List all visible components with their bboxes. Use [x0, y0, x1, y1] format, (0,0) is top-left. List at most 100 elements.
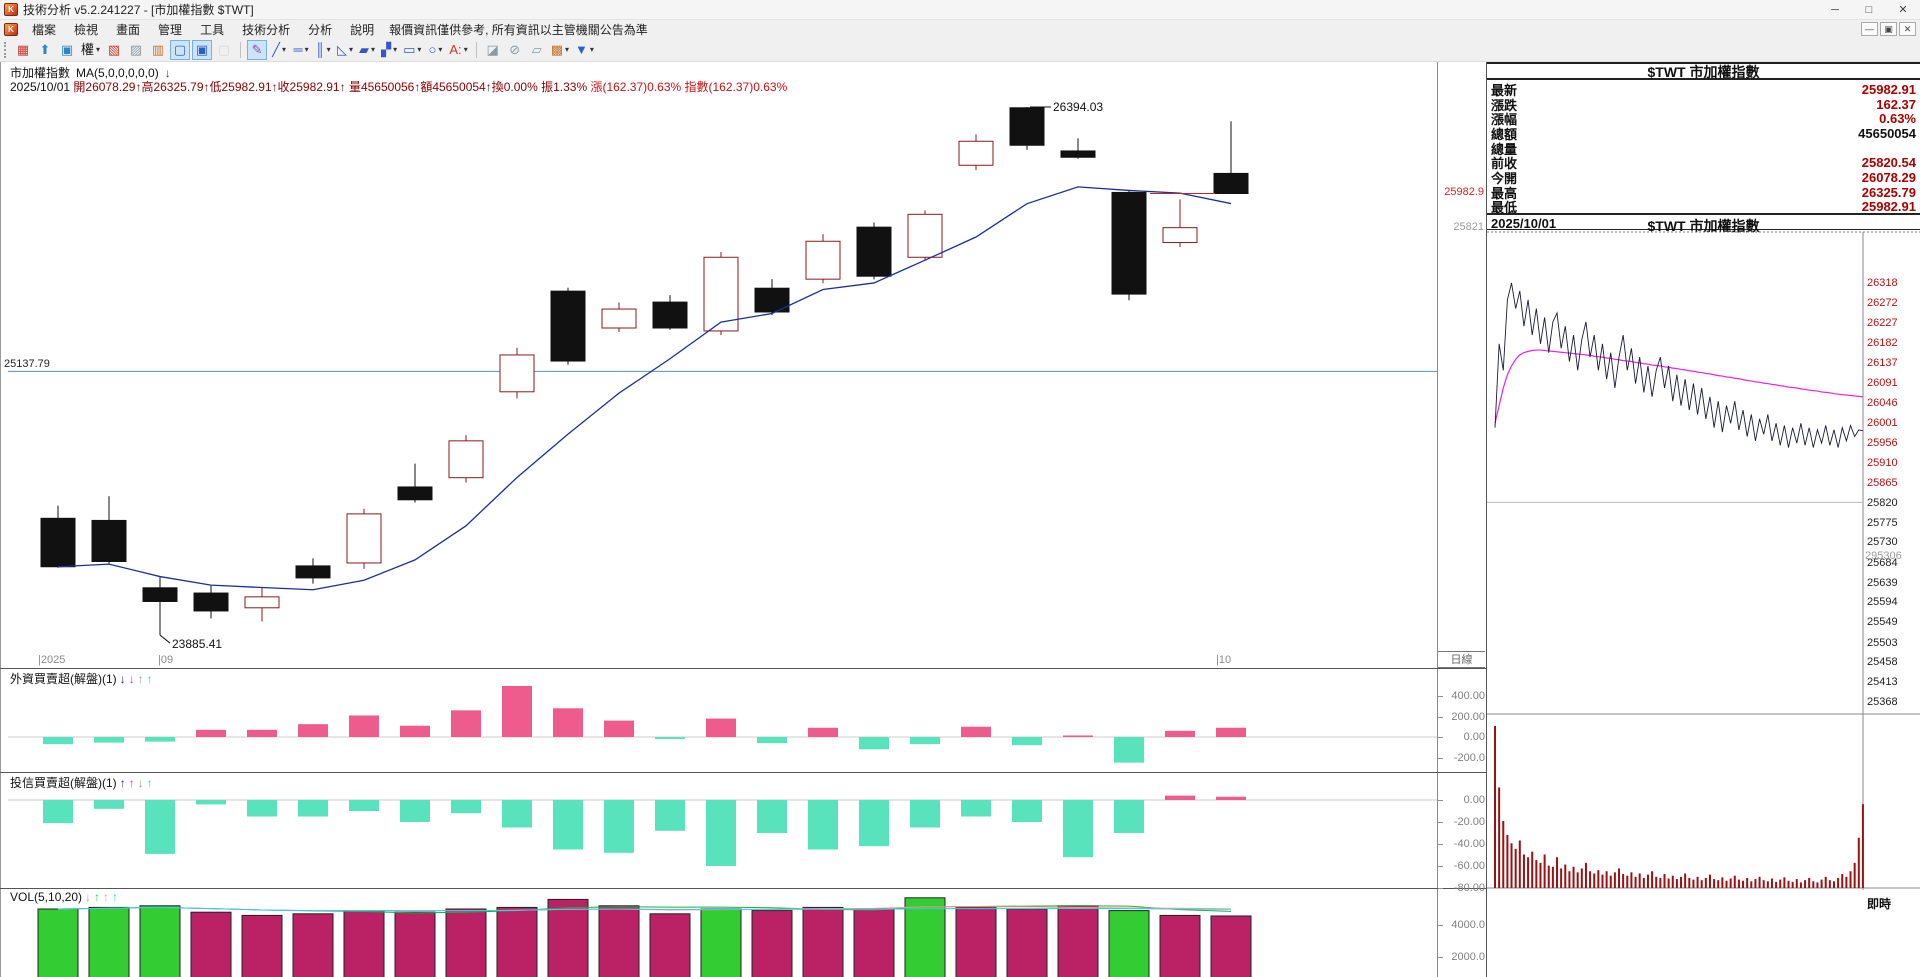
quote-row-7: 最高 26325.79 [1487, 184, 1920, 201]
parallel-lines-tool[interactable]: ▞ ▾ [379, 40, 399, 60]
ellipse-tool[interactable]: ○ ▾ [425, 40, 445, 60]
mini-chart-window-icon[interactable]: ▥ [148, 40, 168, 60]
clear-drawings-tool[interactable]: ⊘ [505, 40, 525, 60]
intraday-volume-bar [1522, 854, 1525, 888]
menu-item-0[interactable]: 檔案 [32, 22, 57, 37]
candle-body [703, 256, 739, 332]
panel-ytick-mark [1438, 696, 1443, 697]
foreign-buysell-chart[interactable] [8, 686, 1437, 770]
panel-ytick-mark [1438, 822, 1443, 823]
volume-chart[interactable] [8, 890, 1437, 977]
draw-pointer-tool-glyph: ✎ [251, 42, 263, 57]
text-tool[interactable]: A: ▾ [447, 40, 469, 60]
snapshot-tool[interactable]: ▱ [527, 40, 547, 60]
maximize-button[interactable]: □ [1865, 3, 1873, 16]
rights-menu-glyph: 權 [81, 42, 95, 57]
eraser-tool[interactable]: ◪ [483, 40, 503, 60]
intraday-volume-bar [1804, 880, 1807, 888]
trust-buysell-chart[interactable] [8, 790, 1437, 888]
menu-item-5[interactable]: 技術分析 [242, 22, 291, 37]
intraday-price-label: 26046 [1867, 396, 1898, 409]
ohlc-info-line: 2025/10/01 開26078.29↑高26325.79↑低25982.91… [10, 78, 787, 95]
vol-ytick-label: 4000.0 [1451, 919, 1485, 931]
close-button[interactable]: ✕ [1898, 4, 1908, 16]
pointer-up-icon[interactable]: ⬆ [35, 40, 55, 60]
intraday-volume-bar [1618, 868, 1621, 888]
trendline-tool[interactable]: ╱ ▾ [269, 40, 289, 60]
intraday-price-label: 25503 [1867, 636, 1898, 649]
intraday-volume-bar [1626, 875, 1629, 888]
signal-arrow-icon-0: ↓ [119, 672, 126, 686]
menu-item-1[interactable]: 檢視 [74, 22, 99, 37]
menu-item-6[interactable]: 分析 [308, 22, 333, 37]
quote-value: 25982.91 [1861, 81, 1916, 97]
save-tool[interactable]: ▼ ▾ [573, 40, 596, 60]
quote-value: 26325.79 [1861, 184, 1916, 200]
channel-tool-glyph: ▰ [359, 42, 370, 57]
toolbar-separator-1 [240, 41, 242, 58]
intraday-volume-bar [1713, 879, 1716, 888]
intraday-header: 2025/10/01 $TWT 市加權指數 [1487, 213, 1920, 234]
chart-layout-icon[interactable]: ▦ [13, 40, 33, 60]
quote-rows: 最新 25982.91 漲跌 162.37 漲幅 0.63% 總額 45650054 總量 前收 2… [1487, 81, 1920, 216]
intraday-volume-bar [1820, 879, 1823, 888]
intraday-volume-bar [1729, 878, 1732, 888]
draw-pointer-tool[interactable]: ✎ [247, 39, 268, 60]
intraday-volume-scale: 295306 [1865, 550, 1902, 562]
intraday-volume-bar [1556, 857, 1559, 888]
value-bar [859, 737, 889, 750]
fan-lines-tool[interactable]: ◺ ▾ [335, 40, 355, 60]
intraday-volume-bar [1770, 878, 1773, 888]
realtime-label: 即時 [1867, 897, 1892, 911]
mdi-close-button[interactable]: ✕ [1899, 22, 1916, 36]
intraday-volume-bar [1849, 871, 1852, 888]
dropdown-caret-icon: ▾ [417, 45, 422, 54]
chart-window-toggle-2[interactable]: ▣ [192, 39, 213, 60]
intraday-volume-bar [1828, 880, 1831, 888]
intraday-price-label: 25820 [1867, 496, 1898, 509]
text-tool-glyph: A: [449, 42, 462, 57]
intraday-volume-bar [1535, 860, 1538, 888]
mdi-restore-button[interactable]: ▣ [1880, 22, 1897, 36]
mdi-minimize-button[interactable]: — [1861, 22, 1878, 36]
gray-candle-chart-icon[interactable]: ▨ [126, 40, 146, 60]
titlebar: K 技術分析 v5.2.241227 - [市加權指數 $TWT] ─ □ ✕ [0, 0, 1920, 20]
red-candle-chart-icon[interactable]: ▧ [104, 40, 124, 60]
vertical-lines-tool[interactable]: ║ ▾ [313, 40, 333, 60]
value-bar [349, 800, 379, 811]
intraday-volume-bar [1547, 865, 1550, 888]
rights-menu[interactable]: 權 ▾ [79, 40, 102, 60]
value-bar [298, 724, 328, 737]
candlestick-chart[interactable]: 26394.03 23885.41 [8, 92, 1437, 652]
intraday-volume-bar [1832, 881, 1835, 888]
intraday-volume-bar [1750, 881, 1753, 888]
chart-workspace[interactable] [0, 62, 1486, 977]
panel-divider-1 [0, 668, 1486, 669]
volume-bar [190, 911, 232, 977]
chart-window-toggle-1[interactable]: ▢ [170, 39, 191, 60]
save-tool-glyph: ▼ [575, 42, 588, 57]
value-bar [400, 800, 430, 822]
horizontal-line-tool[interactable]: ═ ▾ [291, 40, 311, 60]
intraday-chart[interactable] [1487, 231, 1920, 890]
grid-settings-tool[interactable]: ▩ ▾ [549, 40, 571, 60]
menu-item-3[interactable]: 管理 [158, 22, 183, 37]
menu-item-4[interactable]: 工具 [200, 22, 225, 37]
minimize-button[interactable]: ─ [1831, 3, 1839, 16]
intraday-volume-bar [1514, 848, 1517, 888]
intraday-volume-bar [1688, 877, 1691, 888]
channel-tool[interactable]: ▰ ▾ [357, 40, 377, 60]
intraday-volume-bar [1638, 873, 1641, 888]
axis-gutter-divider [1437, 62, 1438, 977]
quote-label: 前收 [1491, 156, 1518, 172]
toolbar-grip[interactable] [4, 41, 8, 58]
panel-ytick-mark [1438, 844, 1443, 845]
quote-panel: $TWT 市加權指數 最新 25982.91 漲跌 162.37 漲幅 0.63% 總額 45… [1486, 62, 1920, 977]
chart-window-disabled[interactable]: ▢ [214, 40, 234, 60]
menu-item-2[interactable]: 畫面 [116, 22, 141, 37]
rectangle-tool-glyph: ▭ [403, 42, 416, 57]
rectangle-tool[interactable]: ▭ ▾ [401, 40, 423, 60]
window-layout-icon[interactable]: ▣ [57, 40, 77, 60]
menu-item-7[interactable]: 說明 [350, 22, 375, 37]
candle-body [1213, 172, 1249, 194]
